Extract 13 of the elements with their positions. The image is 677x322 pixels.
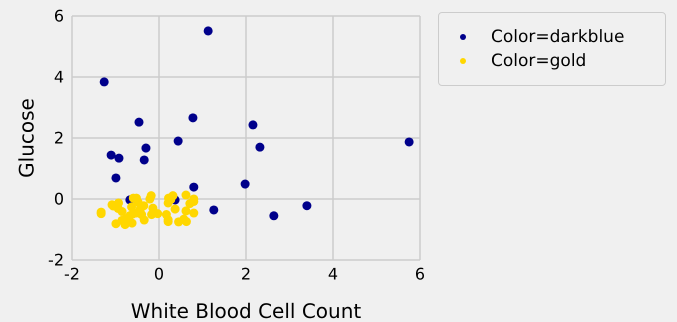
x-tick-label: 0 [154, 264, 164, 284]
y-tick-label: 6 [54, 6, 64, 26]
x-tick-label: 4 [328, 264, 338, 284]
x-tick-label: 2 [240, 264, 252, 284]
legend-label: Color=gold [491, 51, 586, 71]
y-tick-label: 2 [54, 128, 64, 148]
y-tick-label: 4 [54, 68, 64, 87]
legend-label: Color=darkblue [491, 27, 624, 47]
y-tick-label: 0 [54, 190, 64, 209]
x-axis-title: White Blood Cell Count [130, 299, 362, 322]
y-axis-title: Glucose [14, 98, 38, 178]
x-tick-label: 6 [414, 264, 426, 284]
y-tick-label: -2 [48, 250, 64, 270]
